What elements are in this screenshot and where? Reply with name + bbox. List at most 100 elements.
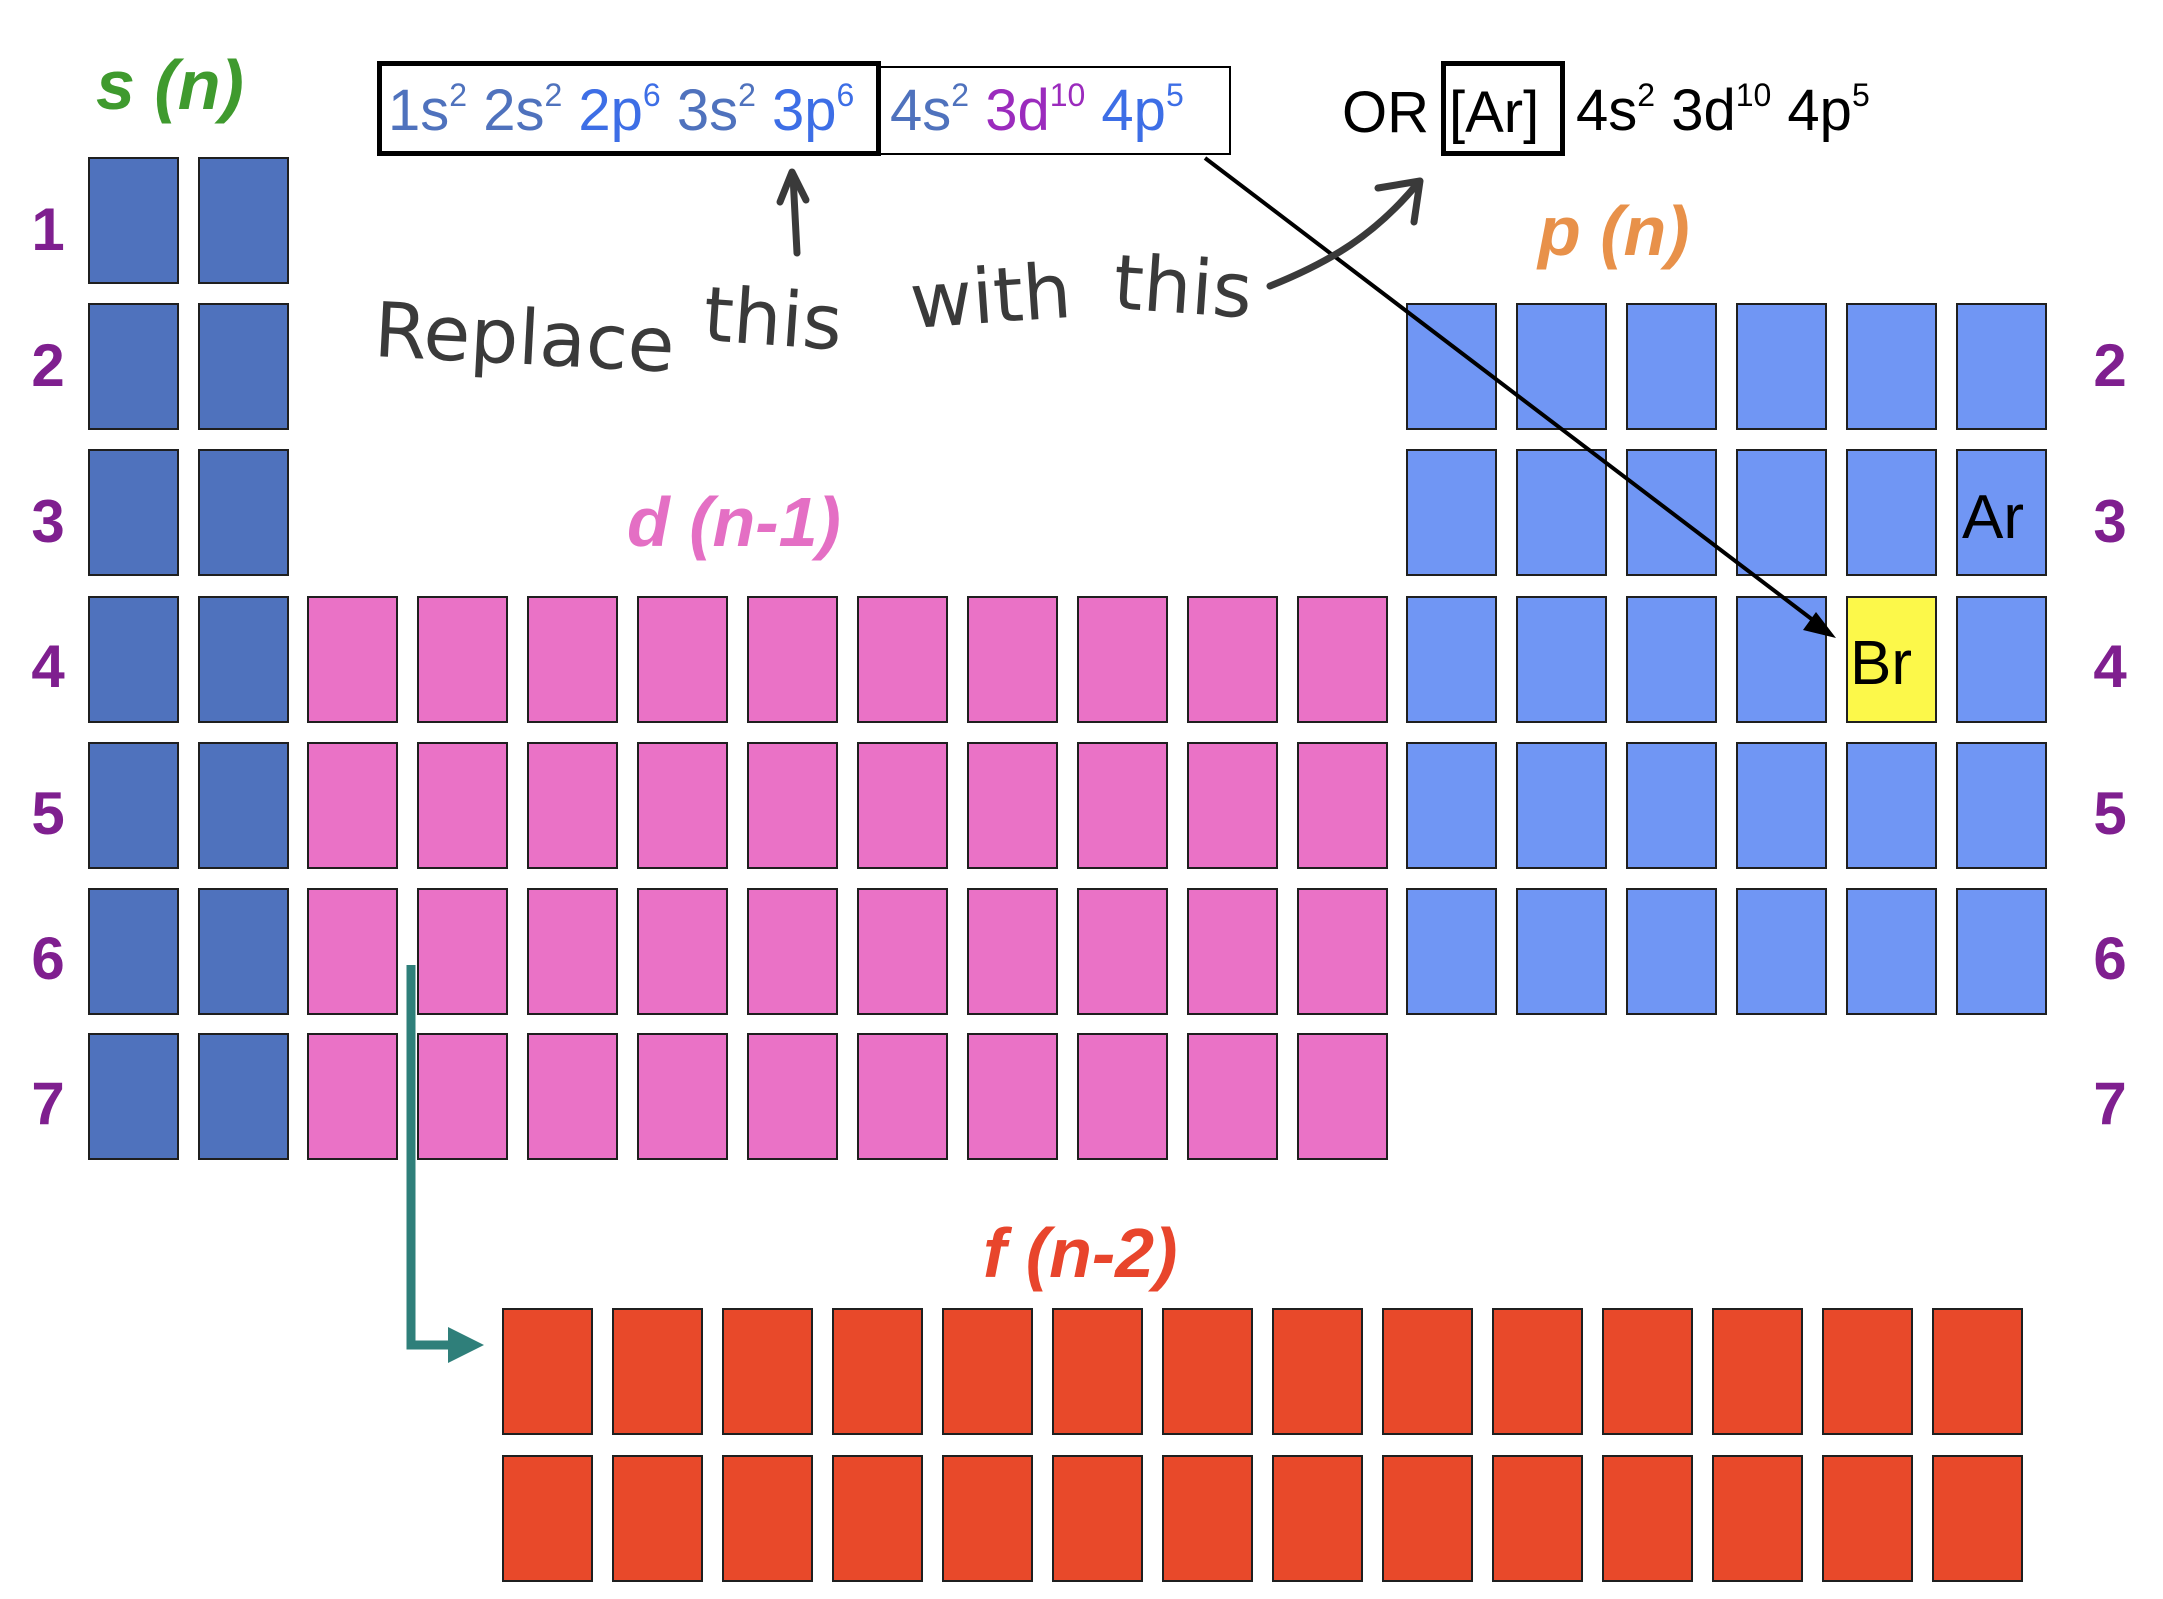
p-block-label: p (n): [1538, 192, 1690, 270]
handwritten-curved-arrow: [1266, 179, 1422, 290]
d-block-cell: [1077, 1033, 1168, 1160]
d-block-cell: [307, 1033, 398, 1160]
d-block-cell: [637, 888, 728, 1015]
d-block-cell: [857, 596, 948, 723]
d-block-cell: [417, 888, 508, 1015]
p-block-cell: [1626, 888, 1717, 1015]
row-number-right: 7: [2093, 1070, 2127, 1137]
d-block-cell: [637, 742, 728, 869]
f-block-cell: [1932, 1455, 2023, 1582]
d-block-cell: [1297, 742, 1388, 869]
arrow-to-bromine: [1203, 156, 1828, 632]
f-block-cell: [502, 1455, 593, 1582]
f-block-cell: [942, 1308, 1033, 1435]
s-block-cell: [88, 157, 179, 284]
d-block-cell: [967, 1033, 1058, 1160]
s-block-cell: [88, 303, 179, 430]
d-block-cell: [1077, 888, 1168, 1015]
row-number-right: 5: [2093, 780, 2127, 847]
p-block-cell: [1956, 888, 2047, 1015]
f-block-cell: [612, 1455, 703, 1582]
f-block-cell: [1492, 1308, 1583, 1435]
s-block-cell: [88, 742, 179, 869]
d-block-cell: [527, 1033, 618, 1160]
f-block-cell: [1712, 1455, 1803, 1582]
f-block-cell: [1492, 1455, 1583, 1582]
p-block-cell: [1846, 742, 1937, 869]
d-block-cell: [527, 742, 618, 869]
f-block-insertion-arrow: [406, 965, 448, 1350]
f-block-cell: [1162, 1308, 1253, 1435]
f-block-cell: [1712, 1308, 1803, 1435]
row-number-left: 1: [31, 196, 65, 263]
d-block-cell: [857, 742, 948, 869]
p-block-cell: [1956, 742, 2047, 869]
handwritten-word: this: [701, 269, 846, 367]
s-block-cell: [88, 596, 179, 723]
shorthand-electron-configuration: 4s2 3d10 4p5: [1576, 79, 1870, 140]
valence-configuration-box: [879, 66, 1231, 155]
or-label: OR: [1342, 80, 1429, 145]
d-block-cell: [1187, 596, 1278, 723]
config-term: 3p6: [772, 77, 855, 143]
bromine-symbol: Br: [1850, 629, 1912, 698]
d-block-cell: [637, 1033, 728, 1160]
d-block-cell: [857, 1033, 948, 1160]
config-term: 4s2: [1576, 77, 1656, 143]
s-block-cell: [198, 449, 289, 576]
d-block-cell: [857, 888, 948, 1015]
config-term: 2s2: [483, 77, 563, 143]
s-block-cell: [198, 596, 289, 723]
row-number-right: 6: [2093, 925, 2127, 992]
config-term: 2p6: [578, 77, 661, 143]
d-block-cell: [747, 742, 838, 869]
f-block-cell: [1822, 1455, 1913, 1582]
handwritten-word: Replace: [372, 285, 677, 390]
p-block-cell: [1516, 596, 1607, 723]
f-block-cell: [832, 1308, 923, 1435]
row-number-right: 3: [2093, 488, 2127, 555]
f-block-cell: [502, 1308, 593, 1435]
p-block-cell: [1406, 449, 1497, 576]
f-block-cell: [1382, 1308, 1473, 1435]
row-number-right: 4: [2093, 633, 2127, 700]
p-block-cell: [1736, 742, 1827, 869]
d-block-cell: [1187, 1033, 1278, 1160]
d-block-cell: [527, 888, 618, 1015]
d-block-cell: [1187, 742, 1278, 869]
handwritten-word: with: [907, 246, 1074, 346]
d-block-cell: [1297, 888, 1388, 1015]
d-block-cell: [417, 742, 508, 869]
s-block-cell: [198, 303, 289, 430]
config-term: 1s2: [388, 77, 468, 143]
p-block-cell: [1626, 303, 1717, 430]
p-block-cell: [1956, 596, 2047, 723]
p-block-cell: [1516, 303, 1607, 430]
full-electron-configuration: 1s2 2s2 2p6 3s2 3p6: [388, 79, 854, 140]
f-block-cell: [722, 1455, 813, 1582]
d-block-cell: [747, 888, 838, 1015]
p-block-cell: [1846, 449, 1937, 576]
d-block-cell: [417, 596, 508, 723]
row-number-left: 7: [31, 1070, 65, 1137]
p-block-cell: [1846, 888, 1937, 1015]
row-number-left: 2: [31, 332, 65, 399]
valence-electron-configuration: 4s2 3d10 4p5: [890, 79, 1184, 140]
d-block-cell: [417, 1033, 508, 1160]
f-block-cell: [1272, 1455, 1363, 1582]
d-block-cell: [307, 742, 398, 869]
f-block-cell: [722, 1308, 813, 1435]
d-block-cell: [747, 1033, 838, 1160]
f-block-cell: [1602, 1308, 1693, 1435]
s-block-cell: [88, 888, 179, 1015]
handwritten-curved-arrow-head: [1374, 177, 1424, 226]
row-number-left: 3: [31, 488, 65, 555]
p-block-cell: [1626, 596, 1717, 723]
row-number-right: 2: [2093, 332, 2127, 399]
f-block-cell: [1052, 1455, 1143, 1582]
d-block-cell: [637, 596, 728, 723]
arrow-to-bromine-head: [1803, 612, 1836, 638]
p-block-cell: [1736, 888, 1827, 1015]
d-block-cell: [1187, 888, 1278, 1015]
